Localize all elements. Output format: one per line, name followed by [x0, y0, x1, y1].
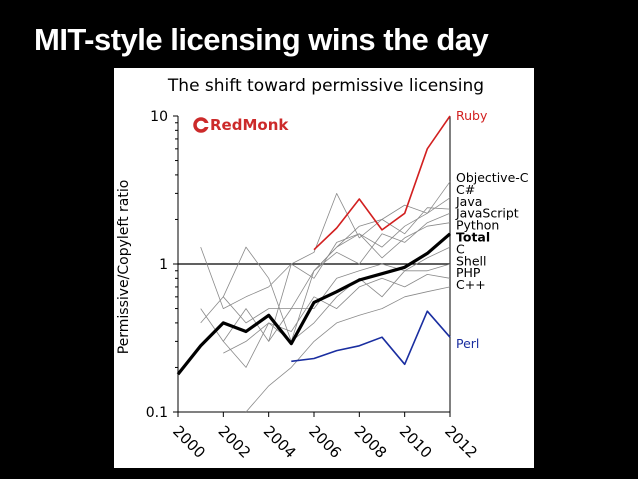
x-tick-label: 2012 [441, 422, 481, 462]
legend-label: C [456, 241, 465, 256]
legend-label: Total [456, 230, 490, 245]
series-line-c [222, 246, 451, 342]
legend-label: Java [455, 194, 482, 209]
x-tick-label: 2006 [305, 422, 345, 462]
y-tick-label: 1 [159, 257, 168, 273]
legend-label: C++ [456, 277, 486, 292]
redmonk-logo: RedMonk [193, 116, 289, 134]
legend-label: Shell [456, 253, 487, 268]
redmonk-c-icon [193, 117, 209, 133]
series-line-cpp [245, 286, 451, 413]
series-line-csharp [268, 193, 451, 342]
x-tick-label: 2002 [215, 422, 255, 462]
legend-label: Python [456, 218, 499, 233]
series-line-perl [291, 310, 451, 366]
chart-panel: The shift toward permissive licensing Pe… [114, 68, 534, 468]
slide-title: MIT-style licensing wins the day [34, 22, 489, 57]
series-line-python [200, 222, 451, 310]
legend-label: Objective-C [456, 170, 529, 185]
series-line-shell [200, 263, 451, 368]
series-line-php [223, 273, 451, 354]
legend-label: PHP [456, 265, 481, 280]
x-tick-label: 2010 [396, 422, 436, 462]
series-line-ruby [313, 115, 451, 251]
y-axis-label: Permissive/Copyleft ratio [116, 180, 132, 355]
line-chart: The shift toward permissive licensing Pe… [116, 76, 529, 462]
series-line-javascript [222, 212, 451, 342]
legend-label: C# [456, 182, 475, 197]
redmonk-logo-text: RedMonk [210, 116, 289, 134]
legend-label: JavaScript [455, 206, 519, 221]
legend-label: Perl [456, 336, 479, 351]
series-line-total [176, 232, 452, 376]
y-tick-label: 0.1 [146, 405, 168, 421]
x-tick-label: 2000 [169, 422, 209, 462]
chart-title: The shift toward permissive licensing [167, 76, 484, 96]
y-tick-label: 10 [150, 109, 168, 125]
x-tick-label: 2004 [260, 422, 300, 462]
x-tick-label: 2008 [351, 422, 391, 462]
series-line-java [200, 207, 451, 324]
legend-label: Ruby [456, 108, 488, 123]
